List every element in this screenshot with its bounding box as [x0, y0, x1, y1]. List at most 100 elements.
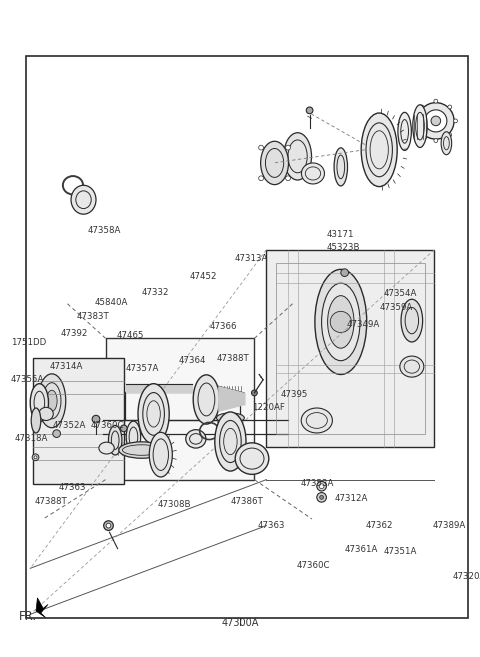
- Ellipse shape: [99, 442, 114, 454]
- Circle shape: [434, 139, 438, 143]
- Ellipse shape: [284, 133, 312, 180]
- Circle shape: [286, 145, 290, 150]
- Ellipse shape: [193, 374, 219, 424]
- Circle shape: [317, 493, 326, 502]
- Ellipse shape: [327, 296, 354, 348]
- Text: 47313A: 47313A: [234, 254, 268, 263]
- Ellipse shape: [361, 113, 397, 187]
- Text: 47362: 47362: [366, 521, 393, 530]
- Text: 47383T: 47383T: [77, 312, 109, 321]
- Circle shape: [319, 484, 324, 489]
- Text: 47395: 47395: [281, 390, 308, 399]
- Ellipse shape: [38, 374, 66, 428]
- Ellipse shape: [400, 356, 424, 377]
- Text: 47332: 47332: [141, 288, 168, 297]
- Circle shape: [34, 456, 37, 459]
- Text: 47300A: 47300A: [221, 618, 259, 628]
- Ellipse shape: [215, 412, 246, 471]
- Text: 45840A: 45840A: [95, 298, 129, 307]
- Text: 1751DD: 1751DD: [11, 338, 46, 348]
- Circle shape: [317, 482, 326, 491]
- Text: 45323B: 45323B: [326, 242, 360, 252]
- Text: 47366: 47366: [210, 322, 237, 331]
- Circle shape: [104, 521, 113, 530]
- Text: 47361A: 47361A: [345, 545, 378, 554]
- Circle shape: [431, 116, 441, 125]
- Circle shape: [434, 99, 438, 103]
- Ellipse shape: [149, 432, 172, 477]
- Circle shape: [320, 495, 324, 499]
- Circle shape: [420, 105, 424, 109]
- Text: 47357A: 47357A: [126, 364, 159, 373]
- Circle shape: [286, 176, 290, 181]
- Circle shape: [32, 454, 39, 461]
- Bar: [106, 338, 254, 480]
- Text: 47392: 47392: [60, 329, 88, 338]
- Text: 47308B: 47308B: [157, 500, 191, 509]
- Circle shape: [425, 110, 447, 132]
- Text: 47386T: 47386T: [230, 497, 263, 507]
- Text: 47359A: 47359A: [379, 303, 412, 312]
- Ellipse shape: [119, 442, 164, 459]
- Text: 47452: 47452: [189, 272, 216, 281]
- Text: 47318A: 47318A: [14, 434, 48, 443]
- Ellipse shape: [322, 283, 360, 361]
- Text: 47355A: 47355A: [11, 375, 44, 384]
- Ellipse shape: [315, 269, 367, 374]
- Text: 1220AF: 1220AF: [252, 403, 284, 413]
- Circle shape: [120, 425, 127, 432]
- Ellipse shape: [301, 408, 333, 433]
- Circle shape: [341, 269, 348, 277]
- Ellipse shape: [216, 413, 244, 423]
- Ellipse shape: [47, 390, 57, 411]
- Circle shape: [53, 430, 60, 438]
- Ellipse shape: [413, 105, 427, 148]
- Circle shape: [454, 119, 457, 123]
- Circle shape: [259, 145, 264, 150]
- Ellipse shape: [186, 430, 206, 448]
- Ellipse shape: [398, 112, 411, 150]
- Text: 47360C: 47360C: [297, 560, 330, 570]
- Text: 47465: 47465: [117, 330, 144, 340]
- Circle shape: [420, 133, 424, 137]
- Polygon shape: [36, 598, 48, 618]
- Ellipse shape: [301, 163, 324, 184]
- Circle shape: [259, 176, 264, 181]
- Bar: [33, 358, 124, 484]
- Ellipse shape: [126, 421, 141, 453]
- Text: 47358A: 47358A: [87, 226, 121, 235]
- Text: 43171: 43171: [326, 230, 354, 239]
- Bar: [26, 56, 468, 618]
- Ellipse shape: [71, 185, 96, 214]
- Bar: [276, 263, 425, 434]
- Text: 47354A: 47354A: [384, 289, 418, 298]
- Text: 47314A: 47314A: [50, 362, 84, 371]
- Circle shape: [330, 311, 351, 332]
- Ellipse shape: [138, 384, 169, 444]
- Ellipse shape: [334, 148, 348, 186]
- Text: 47352A: 47352A: [53, 421, 86, 430]
- Text: 47363: 47363: [59, 483, 86, 492]
- Text: FR.: FR.: [19, 610, 37, 623]
- Circle shape: [414, 119, 418, 123]
- Ellipse shape: [261, 141, 288, 185]
- Bar: [266, 250, 434, 447]
- Text: 47388T: 47388T: [35, 497, 67, 507]
- Text: 47388T: 47388T: [216, 353, 249, 363]
- Circle shape: [106, 523, 111, 528]
- Text: 47320A: 47320A: [452, 572, 480, 581]
- Circle shape: [448, 105, 452, 109]
- Text: 47389A: 47389A: [433, 521, 466, 530]
- Ellipse shape: [39, 407, 53, 420]
- Text: 47363: 47363: [257, 521, 285, 530]
- Circle shape: [448, 133, 452, 137]
- Circle shape: [306, 107, 313, 114]
- Text: 47353A: 47353A: [300, 479, 334, 488]
- Ellipse shape: [441, 132, 452, 155]
- Text: 47364: 47364: [179, 355, 206, 365]
- Text: 47349A: 47349A: [347, 320, 380, 329]
- Text: 47312A: 47312A: [335, 493, 369, 503]
- Ellipse shape: [31, 408, 41, 433]
- Text: 47351A: 47351A: [384, 547, 418, 556]
- Ellipse shape: [30, 384, 48, 422]
